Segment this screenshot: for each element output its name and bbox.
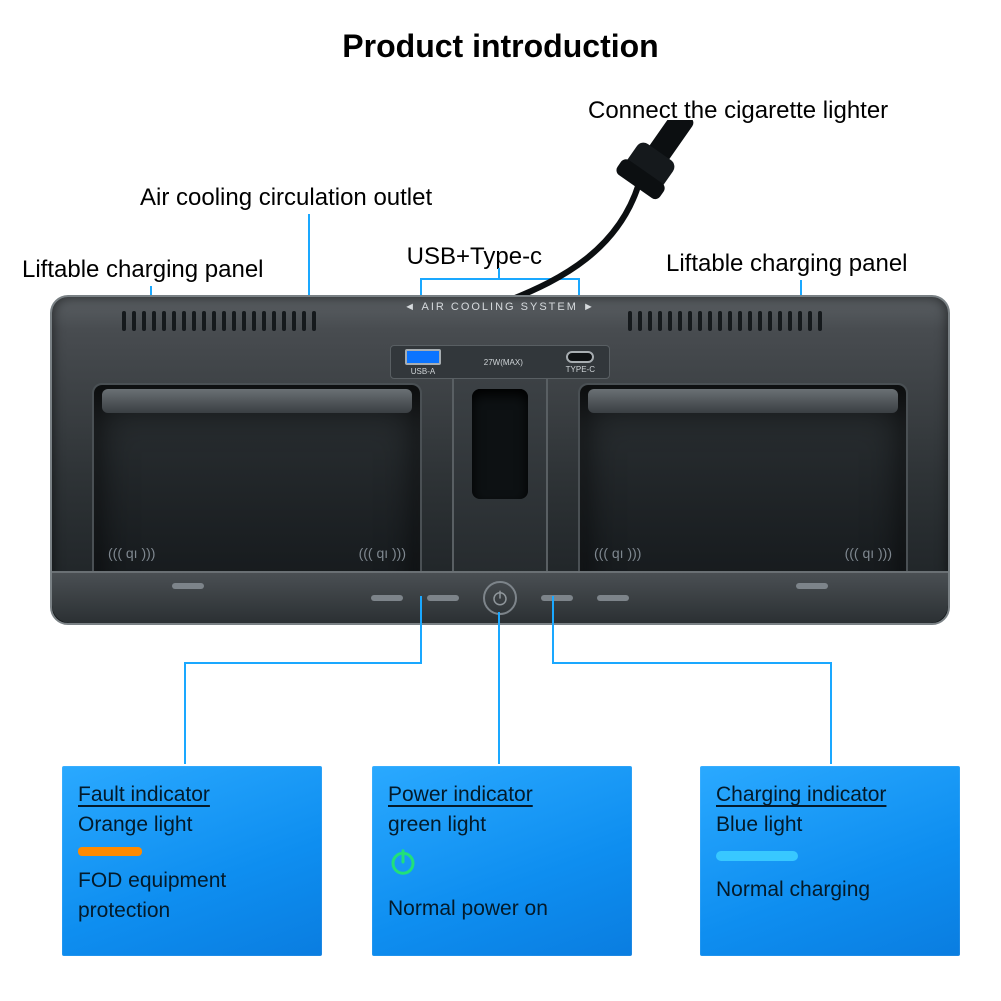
usb-strip: USB-A 27W(MAX) TYPE-C — [390, 345, 610, 379]
vent-right — [628, 311, 878, 331]
card-fault: Fault indicator Orange light FOD equipme… — [62, 766, 322, 956]
label-lift-right: Liftable charging panel — [666, 250, 908, 278]
card-charge-header: Charging indicator — [716, 780, 944, 810]
leader-charge-b — [552, 662, 830, 664]
card-fault-line1: Orange light — [78, 810, 306, 840]
blue-bar-icon — [716, 851, 798, 861]
usb-c-port[interactable] — [566, 351, 594, 363]
leader-fault-b — [184, 662, 422, 664]
card-fault-line3: protection — [78, 896, 306, 926]
indicator-slot — [371, 595, 403, 601]
device: ◄ AIR COOLING SYSTEM ► USB-A 27W(MAX) TY… — [50, 295, 950, 625]
label-usb-line1: USB+Type-c — [407, 243, 542, 270]
usb-a-label: USB-A — [411, 367, 435, 376]
leader-charge-c — [830, 662, 832, 764]
card-power-line2: Normal power on — [388, 894, 616, 924]
cigarette-cable — [500, 120, 820, 320]
indicator-slot — [796, 583, 828, 589]
qi-icon: ((( qı ))) — [108, 545, 155, 561]
power-on-icon — [388, 847, 616, 886]
indicator-slot — [597, 595, 629, 601]
leader-usb-stem — [498, 268, 500, 280]
qi-icon: ((( qı ))) — [594, 545, 641, 561]
leader-fault-c — [184, 662, 186, 764]
card-charge: Charging indicator Blue light Normal cha… — [700, 766, 960, 956]
card-charge-line2: Normal charging — [716, 875, 944, 905]
leader-fault-a — [420, 596, 422, 662]
phone-well-right[interactable]: ((( qı ))) ((( qı ))) — [578, 383, 908, 603]
qi-icon: ((( qı ))) — [359, 545, 406, 561]
phone-well-left[interactable]: ((( qı ))) ((( qı ))) — [92, 383, 422, 603]
device-chin — [52, 571, 948, 623]
label-aircool: Air cooling circulation outlet — [140, 184, 432, 212]
usb-a-port[interactable] — [405, 349, 441, 365]
device-top-text: ◄ AIR COOLING SYSTEM ► — [404, 301, 596, 313]
stage: Product introduction Connect the cigaret… — [0, 0, 1001, 1001]
card-charge-line1: Blue light — [716, 810, 944, 840]
card-fault-header: Fault indicator — [78, 780, 306, 810]
card-power-header: Power indicator — [388, 780, 616, 810]
leader-power — [498, 612, 500, 764]
page-title: Product introduction — [0, 28, 1001, 65]
leader-charge-a — [552, 596, 554, 662]
label-lift-left: Liftable charging panel — [22, 256, 264, 284]
power-button[interactable] — [483, 581, 517, 615]
center-slot — [472, 389, 528, 499]
card-fault-line2: FOD equipment — [78, 866, 306, 896]
usb-mid-label: 27W(MAX) — [484, 358, 523, 367]
usb-c-label: TYPE-C — [566, 365, 595, 374]
card-power-line1: green light — [388, 810, 616, 840]
indicator-slot — [427, 595, 459, 601]
card-power: Power indicator green light Normal power… — [372, 766, 632, 956]
qi-icon: ((( qı ))) — [845, 545, 892, 561]
power-icon — [491, 589, 509, 607]
label-cigarette: Connect the cigarette lighter — [588, 97, 888, 125]
vent-left — [122, 311, 372, 331]
orange-bar-icon — [78, 847, 142, 856]
indicator-slot — [172, 583, 204, 589]
indicator-slot — [541, 595, 573, 601]
